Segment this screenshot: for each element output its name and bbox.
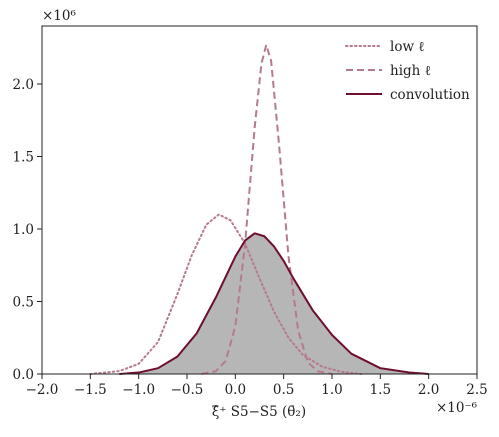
x-tick-label: 0.0: [225, 382, 246, 398]
legend-label-high-l: high ℓ: [390, 63, 431, 79]
x-tick-label: 1.5: [370, 382, 391, 398]
x-tick-label: 1.0: [321, 382, 342, 398]
y-tick-label: 1.0: [13, 222, 34, 238]
x-tick-label: −0.5: [171, 382, 204, 398]
x-axis: −2.0 −1.5 −1.0 −0.5 0.0 0.5 1.0 1.5 2.0 2.5: [26, 374, 488, 398]
legend: low ℓ high ℓ convolution: [345, 39, 470, 103]
legend-label-low-l: low ℓ: [390, 39, 425, 55]
histogram-layer: [119, 233, 429, 374]
series-line-convolution: [119, 232, 429, 375]
x-tick-label: 2.0: [418, 382, 439, 398]
x-axis-label: ξ̂⁺ S5−S5 (θ̄₂): [212, 404, 306, 420]
y-tick-label: 2.0: [13, 77, 34, 93]
x-multiplier-label: ×10⁻⁶: [436, 400, 478, 416]
x-tick-label: 0.5: [273, 382, 294, 398]
x-tick-label: −1.5: [74, 382, 107, 398]
plot-frame: [41, 25, 478, 375]
x-tick-label: −2.0: [26, 382, 59, 398]
y-tick-label: 0.0: [13, 367, 34, 383]
x-tick-label: 2.5: [466, 382, 487, 398]
legend-label-convolution: convolution: [390, 87, 470, 103]
y-tick-label: 0.5: [13, 295, 34, 311]
series-line-low: [89, 213, 362, 375]
y-multiplier-label: ×10⁶: [42, 8, 76, 24]
x-tick-label: −1.0: [122, 382, 155, 398]
series-layer: [89, 43, 429, 375]
y-axis: 0.0 0.5 1.0 1.5 2.0: [13, 77, 42, 383]
y-tick-label: 1.5: [13, 150, 34, 166]
